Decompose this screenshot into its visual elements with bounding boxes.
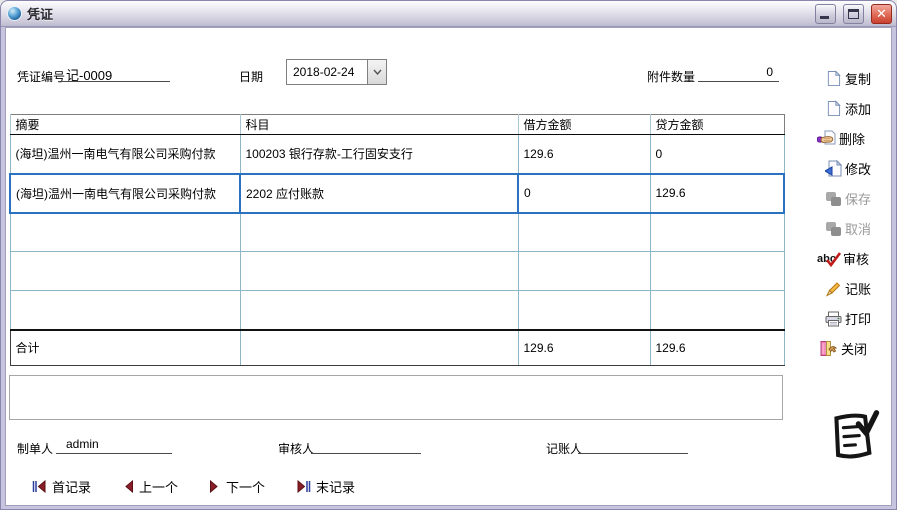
exit-button[interactable]: 关闭: [817, 338, 891, 359]
cell-debit[interactable]: [517, 251, 651, 291]
record-navigation: 首记录 上一个 下一个 末记录: [32, 477, 355, 496]
next-record-button[interactable]: 下一个: [209, 477, 265, 496]
attachments-field[interactable]: 0: [698, 65, 779, 82]
table-row-empty: [9, 212, 785, 252]
bookkeeper-label: 记账人: [546, 442, 583, 456]
next-record-icon: [210, 480, 218, 493]
cancel-button: 取消: [817, 218, 891, 239]
total-label: 合计: [9, 328, 241, 366]
chevron-down-icon[interactable]: [367, 60, 386, 84]
cell-summary[interactable]: (海坦)温州一南电气有限公司采购付款: [9, 134, 241, 174]
entries-table: 摘要 科目 借方金额 贷方金额 (海坦)温州一南电气有限公司采购付款 10020…: [9, 114, 785, 366]
cell-debit[interactable]: 0: [517, 172, 651, 214]
voucher-form: 凭证编号 记-0009 日期 2018-02-24 附件数量 0 摘要 科目 借…: [5, 27, 892, 506]
cell-debit[interactable]: [517, 290, 651, 330]
col-header-subject: 科目: [239, 114, 518, 135]
toolbar: 复制 添加 删除 修改 保存 取消 abc: [817, 68, 891, 359]
table-row-selected: (海坦)温州一南电气有限公司采购付款 2202 应付账款 0 129.6: [9, 172, 785, 214]
col-header-credit: 贷方金额: [649, 114, 784, 135]
cell-credit[interactable]: 129.6: [649, 172, 785, 214]
table-row: (海坦)温州一南电气有限公司采购付款 100203 银行存款-工行固安支行 12…: [9, 134, 785, 174]
first-record-button[interactable]: 首记录: [32, 477, 91, 496]
notes-panel: [9, 375, 783, 420]
titlebar: 凭证 ✕: [1, 1, 896, 27]
cell-credit[interactable]: 0: [649, 134, 785, 174]
window-title: 凭证: [27, 7, 54, 22]
cell-summary[interactable]: [9, 290, 241, 330]
copy-icon: [823, 70, 843, 88]
preparer-label: 制单人: [17, 442, 54, 456]
total-subject: [239, 328, 519, 366]
table-row-empty: [9, 251, 785, 291]
app-globe-icon: [7, 6, 22, 21]
cell-credit[interactable]: [649, 290, 785, 330]
date-label: 日期: [239, 70, 264, 84]
last-record-icon: [297, 480, 311, 493]
cell-summary[interactable]: [9, 212, 241, 252]
date-select[interactable]: 2018-02-24: [286, 59, 387, 85]
cell-subject[interactable]: 100203 银行存款-工行固安支行: [239, 134, 519, 174]
cell-credit[interactable]: [649, 251, 785, 291]
audit-icon: abc: [817, 250, 841, 268]
table-total-row: 合计 129.6 129.6: [9, 328, 785, 366]
save-icon: [823, 190, 843, 208]
preparer-field[interactable]: admin: [56, 437, 172, 454]
cell-subject[interactable]: [239, 212, 519, 252]
close-button[interactable]: ✕: [871, 3, 892, 24]
add-icon: [823, 100, 843, 118]
print-button[interactable]: 打印: [817, 308, 891, 329]
date-value: 2018-02-24: [293, 65, 355, 79]
cancel-icon: [823, 220, 843, 238]
col-header-debit: 借方金额: [517, 114, 650, 135]
cell-summary[interactable]: (海坦)温州一南电气有限公司采购付款: [9, 172, 241, 214]
cell-credit[interactable]: [649, 212, 785, 252]
svg-text:abc: abc: [817, 253, 836, 265]
add-button[interactable]: 添加: [817, 98, 891, 119]
first-record-icon: [32, 480, 46, 493]
cell-debit[interactable]: [517, 212, 651, 252]
modify-icon: [823, 160, 843, 178]
delete-icon: [817, 130, 837, 148]
maximize-icon: [848, 8, 859, 19]
save-button: 保存: [817, 188, 891, 209]
bookkeeper-field[interactable]: [578, 437, 688, 454]
voucher-check-logo-icon: [826, 410, 880, 465]
voucher-no-field[interactable]: 记-0009: [58, 65, 170, 83]
exit-icon: [819, 340, 839, 358]
total-credit: 129.6: [649, 328, 785, 366]
col-header-summary: 摘要: [9, 114, 240, 135]
cell-summary[interactable]: [9, 251, 241, 291]
book-button[interactable]: 记账: [817, 278, 891, 299]
maximize-button[interactable]: [843, 3, 864, 24]
cell-subject-focused[interactable]: 2202 应付账款: [239, 172, 519, 214]
cell-subject[interactable]: [239, 290, 519, 330]
total-debit: 129.6: [517, 328, 651, 366]
minimize-button[interactable]: [815, 3, 836, 24]
copy-button[interactable]: 复制: [817, 68, 891, 89]
delete-button[interactable]: 删除: [817, 128, 891, 149]
reviewer-label: 审核人: [278, 442, 315, 456]
cell-subject[interactable]: [239, 251, 519, 291]
modify-button[interactable]: 修改: [817, 158, 891, 179]
table-header-row: 摘要 科目 借方金额 贷方金额: [9, 114, 784, 135]
attachments-label: 附件数量: [647, 70, 696, 84]
minimize-icon: [820, 15, 829, 19]
print-icon: [823, 310, 843, 328]
reviewer-field[interactable]: [311, 437, 421, 454]
previous-record-button[interactable]: 上一个: [122, 477, 178, 496]
book-icon: [823, 280, 843, 298]
last-record-button[interactable]: 末记录: [296, 477, 355, 496]
previous-record-icon: [125, 480, 134, 493]
voucher-no-label: 凭证编号: [17, 70, 66, 84]
audit-button[interactable]: abc 审核: [817, 248, 891, 269]
cell-debit[interactable]: 129.6: [517, 134, 651, 174]
table-row-empty: [9, 290, 785, 330]
